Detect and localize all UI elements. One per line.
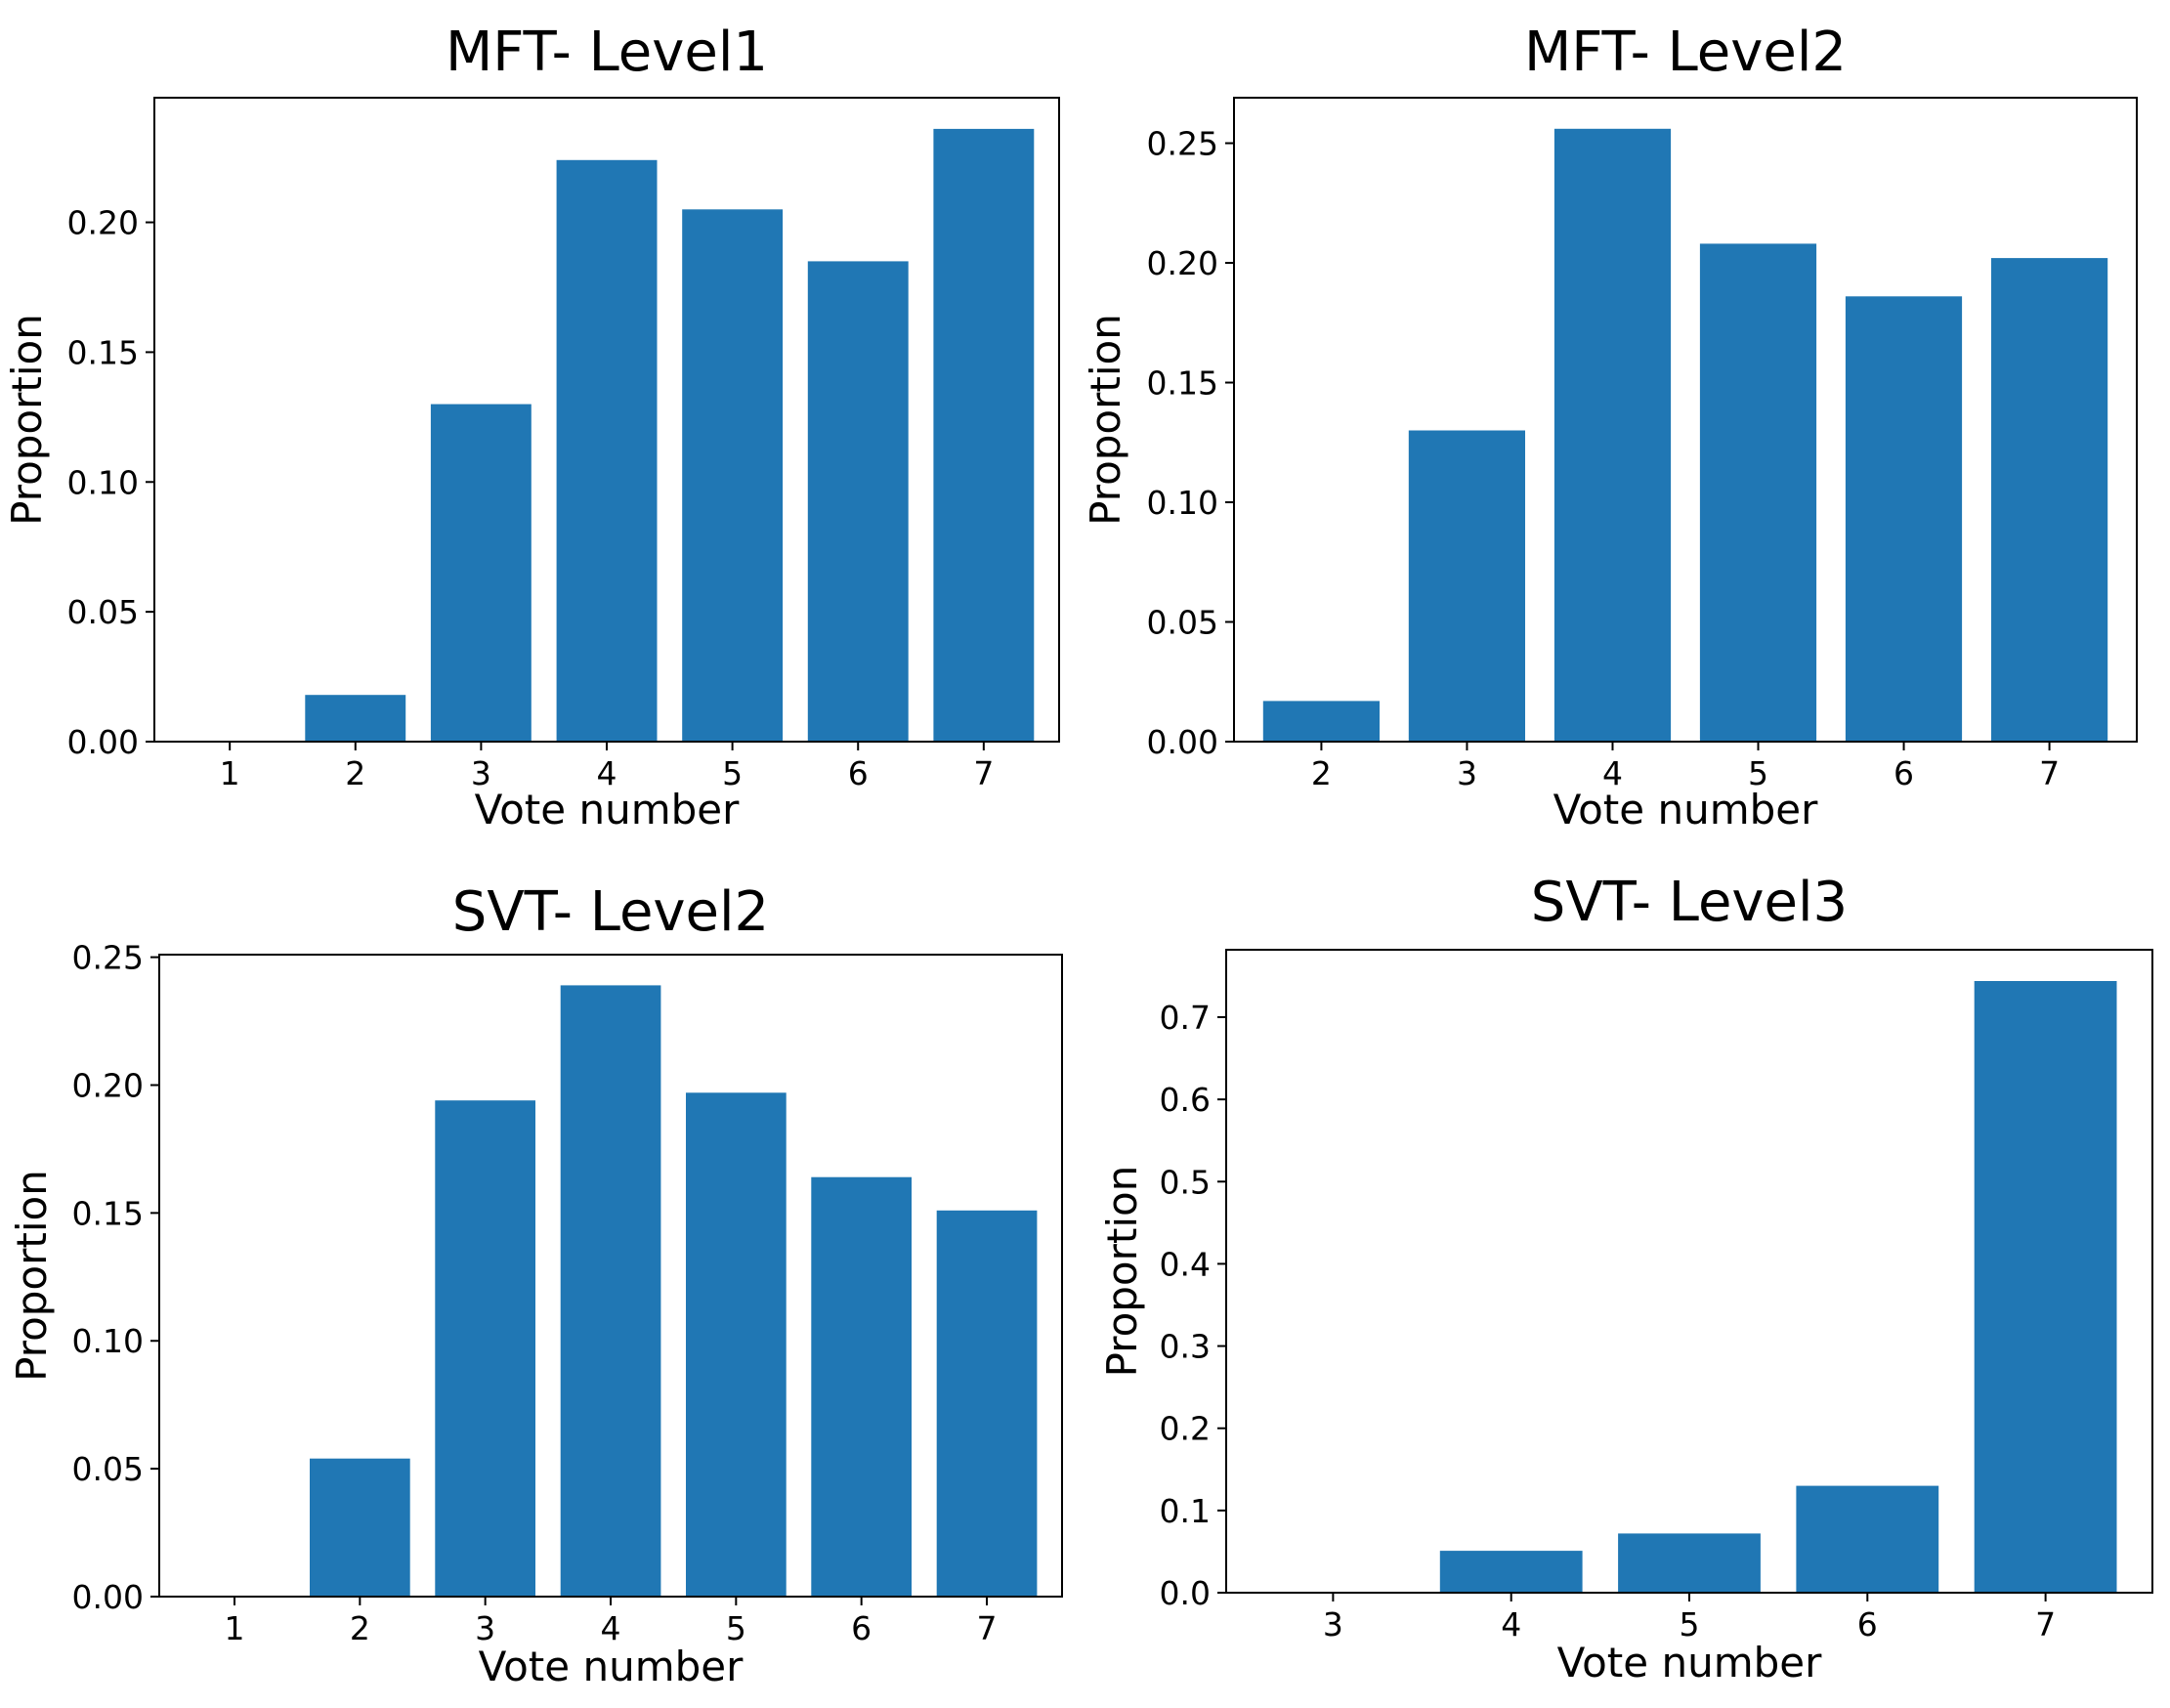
x-tick-label: 5 bbox=[726, 1609, 746, 1647]
y-axis-label: Proportion bbox=[3, 314, 51, 526]
bar-5 bbox=[1699, 243, 1817, 742]
x-tick-label: 4 bbox=[1501, 1605, 1521, 1644]
y-tick-label: 0.1 bbox=[1160, 1492, 1211, 1530]
y-tick-label: 0.10 bbox=[72, 1322, 144, 1360]
bar-2 bbox=[1262, 701, 1380, 742]
y-tick-label: 0.00 bbox=[1147, 723, 1218, 761]
bar-6 bbox=[811, 1176, 912, 1597]
x-tick-label: 3 bbox=[1457, 754, 1477, 792]
y-tick-label: 0.00 bbox=[72, 1578, 144, 1616]
y-tick-label: 0.20 bbox=[67, 204, 139, 242]
y-tick-label: 0.6 bbox=[1160, 1081, 1211, 1119]
bar-7 bbox=[1974, 981, 2117, 1593]
y-tick-label: 0.15 bbox=[67, 333, 139, 371]
x-tick-label: 2 bbox=[1311, 754, 1332, 792]
y-tick-label: 0.4 bbox=[1160, 1245, 1211, 1283]
bar-6 bbox=[1845, 296, 1963, 742]
y-tick-label: 0.05 bbox=[67, 593, 139, 631]
x-tick-label: 6 bbox=[1857, 1605, 1878, 1644]
y-axis-label: Proportion bbox=[1082, 314, 1129, 526]
y-tick-label: 0.0 bbox=[1160, 1574, 1211, 1612]
bar-4 bbox=[560, 985, 661, 1597]
x-axis-label: Vote number bbox=[475, 786, 740, 833]
subplot-2: MFT- Level2 2 3 4 5 6 7 0.00 0.05 0.10 0.15 0.20 0.2… bbox=[1082, 21, 2138, 833]
bar-3 bbox=[435, 1100, 535, 1597]
chart-title: SVT- Level3 bbox=[1531, 871, 1848, 934]
bar-7 bbox=[1991, 258, 2108, 742]
bar-4 bbox=[556, 159, 658, 743]
y-tick-label: 0.10 bbox=[1147, 484, 1218, 522]
bar-5 bbox=[1618, 1533, 1761, 1593]
x-axis-label: Vote number bbox=[1557, 1639, 1822, 1687]
bar-5 bbox=[686, 1092, 787, 1597]
x-tick-label: 2 bbox=[345, 754, 365, 792]
bar-2 bbox=[310, 1458, 410, 1597]
y-tick-label: 0.15 bbox=[1147, 364, 1218, 403]
x-tick-label: 6 bbox=[1893, 754, 1914, 792]
x-tick-label: 7 bbox=[973, 754, 994, 792]
x-tick-label: 6 bbox=[848, 754, 869, 792]
plot-frame bbox=[1233, 97, 2138, 743]
x-tick-label: 4 bbox=[601, 1609, 621, 1647]
bar-6 bbox=[807, 261, 909, 742]
x-tick-label: 3 bbox=[1323, 1605, 1343, 1644]
bar-2 bbox=[305, 695, 406, 742]
bar-4 bbox=[1553, 128, 1672, 743]
x-tick-label: 5 bbox=[722, 754, 743, 792]
y-tick-label: 0.05 bbox=[1147, 604, 1218, 642]
x-tick-label: 3 bbox=[471, 754, 491, 792]
x-tick-label: 7 bbox=[2039, 754, 2060, 792]
bar-6 bbox=[1796, 1485, 1939, 1593]
y-tick-label: 0.20 bbox=[72, 1066, 144, 1104]
x-tick-label: 4 bbox=[1602, 754, 1623, 792]
y-tick-label: 0.5 bbox=[1160, 1163, 1211, 1201]
x-tick-label: 2 bbox=[350, 1609, 370, 1647]
y-tick-label: 0.25 bbox=[72, 939, 144, 977]
bar-3 bbox=[430, 404, 532, 742]
x-tick-label: 6 bbox=[851, 1609, 872, 1647]
x-tick-label: 5 bbox=[1680, 1605, 1700, 1644]
subplot-4: SVT- Level3 3 4 5 6 7 0.0 0.1 0.2 0.3 0.4 0.5 0.6 0.7… bbox=[1098, 871, 2153, 1687]
y-tick-label: 0.10 bbox=[67, 463, 139, 501]
y-tick-label: 0.20 bbox=[1147, 244, 1218, 282]
y-tick-label: 0.00 bbox=[67, 723, 139, 761]
y-axis-label: Proportion bbox=[8, 1170, 56, 1382]
bar-5 bbox=[682, 209, 784, 743]
x-axis-label: Vote number bbox=[479, 1643, 744, 1690]
y-tick-label: 0.7 bbox=[1160, 999, 1211, 1037]
y-tick-label: 0.15 bbox=[72, 1194, 144, 1232]
x-tick-label: 1 bbox=[225, 1609, 245, 1647]
y-tick-label: 0.2 bbox=[1160, 1410, 1211, 1448]
x-axis-label: Vote number bbox=[1553, 786, 1818, 833]
bar-4 bbox=[1439, 1551, 1583, 1593]
y-tick-label: 0.05 bbox=[72, 1450, 144, 1488]
x-tick-label: 7 bbox=[2035, 1605, 2056, 1644]
subplot-3: SVT- Level2 1 2 3 4 5 6 7 0.00 0.05 0.10 0.15 0.20 0.… bbox=[8, 880, 1063, 1690]
x-tick-label: 7 bbox=[977, 1609, 998, 1647]
x-tick-label: 1 bbox=[220, 754, 240, 792]
y-axis-label: Proportion bbox=[1098, 1166, 1146, 1378]
chart-title: SVT- Level2 bbox=[452, 880, 769, 944]
chart-title: MFT- Level1 bbox=[446, 21, 768, 84]
bar-7 bbox=[933, 128, 1035, 742]
x-tick-label: 3 bbox=[475, 1609, 495, 1647]
bar-3 bbox=[1408, 430, 1525, 742]
subplot-1: MFT- Level1 1 2 3 4 5 6 7 0.00 0.05 0.10 0.15 0.20 Vo… bbox=[3, 21, 1060, 833]
bar-7 bbox=[936, 1210, 1038, 1597]
chart-title: MFT- Level2 bbox=[1524, 21, 1847, 84]
x-tick-label: 5 bbox=[1748, 754, 1768, 792]
y-tick-label: 0.25 bbox=[1147, 125, 1218, 163]
x-tick-label: 4 bbox=[597, 754, 617, 792]
y-tick-label: 0.3 bbox=[1160, 1328, 1211, 1366]
